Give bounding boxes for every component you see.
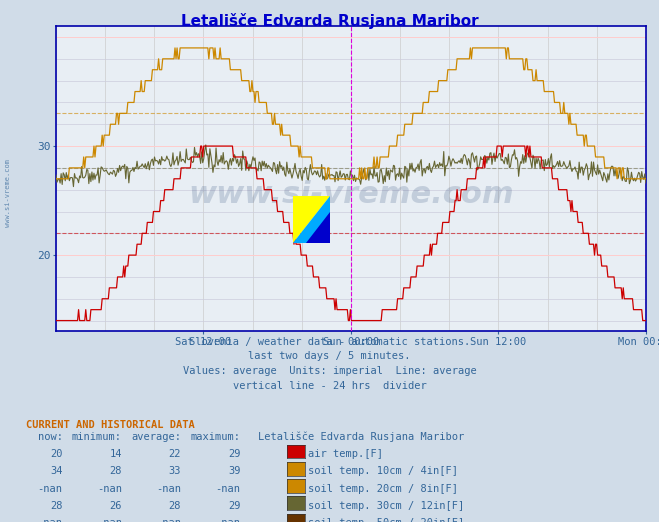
Text: 29: 29: [228, 501, 241, 511]
Text: 26: 26: [109, 501, 122, 511]
Text: -nan: -nan: [38, 484, 63, 494]
Polygon shape: [293, 196, 330, 243]
Text: soil temp. 50cm / 20in[F]: soil temp. 50cm / 20in[F]: [308, 518, 465, 522]
Polygon shape: [306, 212, 330, 243]
Text: maximum:: maximum:: [190, 432, 241, 442]
Text: 20: 20: [50, 449, 63, 459]
Polygon shape: [293, 196, 330, 243]
Text: 34: 34: [50, 467, 63, 477]
Text: 28: 28: [169, 501, 181, 511]
Text: last two days / 5 minutes.: last two days / 5 minutes.: [248, 351, 411, 361]
Text: -nan: -nan: [156, 518, 181, 522]
Text: 14: 14: [109, 449, 122, 459]
Text: -nan: -nan: [97, 518, 122, 522]
Text: -nan: -nan: [97, 484, 122, 494]
Text: soil temp. 20cm / 8in[F]: soil temp. 20cm / 8in[F]: [308, 484, 459, 494]
Text: Letališče Edvarda Rusjana Maribor: Letališče Edvarda Rusjana Maribor: [181, 13, 478, 29]
Text: Values: average  Units: imperial  Line: average: Values: average Units: imperial Line: av…: [183, 366, 476, 376]
Text: -nan: -nan: [215, 518, 241, 522]
Text: vertical line - 24 hrs  divider: vertical line - 24 hrs divider: [233, 381, 426, 390]
Text: soil temp. 10cm / 4in[F]: soil temp. 10cm / 4in[F]: [308, 467, 459, 477]
Text: 29: 29: [228, 449, 241, 459]
Text: now:: now:: [38, 432, 63, 442]
Text: -nan: -nan: [156, 484, 181, 494]
Text: www.si-vreme.com: www.si-vreme.com: [5, 159, 11, 227]
Text: 22: 22: [169, 449, 181, 459]
Text: CURRENT AND HISTORICAL DATA: CURRENT AND HISTORICAL DATA: [26, 420, 195, 430]
Text: Slovenia / weather data - automatic stations.: Slovenia / weather data - automatic stat…: [189, 337, 470, 347]
Text: Letališče Edvarda Rusjana Maribor: Letališče Edvarda Rusjana Maribor: [258, 432, 464, 442]
Text: 39: 39: [228, 467, 241, 477]
Text: 28: 28: [109, 467, 122, 477]
Text: 28: 28: [50, 501, 63, 511]
Text: www.si-vreme.com: www.si-vreme.com: [188, 180, 514, 209]
Text: average:: average:: [131, 432, 181, 442]
Text: 33: 33: [169, 467, 181, 477]
Text: soil temp. 30cm / 12in[F]: soil temp. 30cm / 12in[F]: [308, 501, 465, 511]
Text: minimum:: minimum:: [72, 432, 122, 442]
Text: air temp.[F]: air temp.[F]: [308, 449, 384, 459]
Text: -nan: -nan: [215, 484, 241, 494]
Text: -nan: -nan: [38, 518, 63, 522]
